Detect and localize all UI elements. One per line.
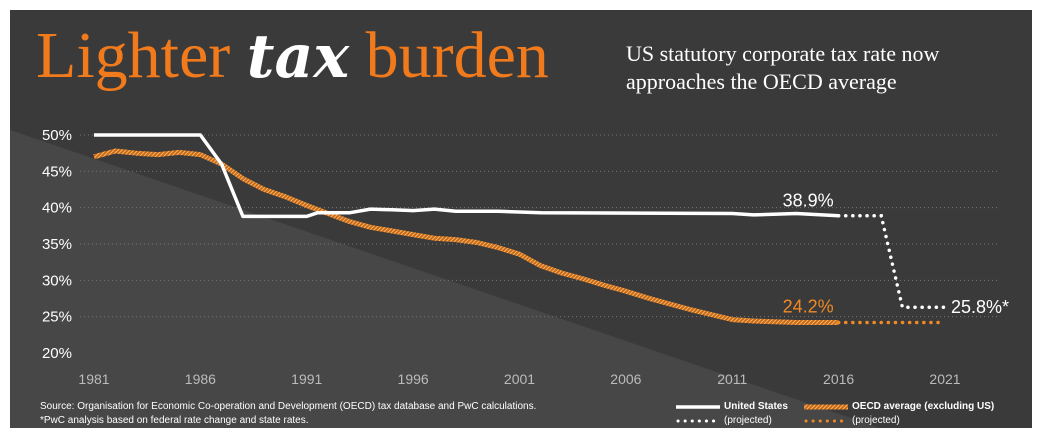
grid [80, 134, 1000, 318]
source-note: Source: Organisation for Economic Co-ope… [40, 401, 537, 412]
x-tick-label: 2016 [823, 371, 854, 387]
annotation-oecd-rate: 24.2% [783, 296, 834, 316]
series-line-us-projected [836, 213, 947, 309]
title-prefix: Lighter [36, 19, 231, 92]
legend-marks [676, 404, 850, 423]
series-line-us [94, 133, 839, 219]
title-emphasis: tax [246, 22, 350, 92]
x-tick-label: 2006 [610, 371, 641, 387]
y-axis: 50% 45% 40% 35% 30% 25% 20% [42, 127, 72, 362]
y-tick-label: 35% [42, 236, 72, 253]
y-tick-label: 25% [42, 309, 72, 326]
series-line-oecd [93, 148, 839, 325]
x-tick-label: 1996 [398, 371, 429, 387]
annotation-projected-rate: 25.8%* [951, 297, 1009, 317]
subtitle: US statutory corporate tax rate now appr… [626, 41, 940, 94]
y-tick-label: 20% [42, 345, 72, 362]
y-tick-label: 50% [42, 127, 72, 144]
x-tick-label: 2001 [504, 371, 535, 387]
annotation-us-rate: 38.9% [783, 191, 834, 211]
background-diagonal [10, 130, 880, 428]
x-tick-label: 1986 [185, 371, 216, 387]
legend-label-oecd: OECD average (excluding US) [852, 401, 995, 412]
x-tick-label: 2011 [717, 371, 747, 387]
title-suffix: burden [365, 19, 549, 92]
legend-label-us: United States [724, 401, 788, 412]
y-tick-label: 45% [42, 163, 72, 180]
x-axis: 1981 1986 1991 1996 2001 2006 2011 2016 2021 [78, 371, 960, 387]
y-tick-label: 30% [42, 272, 72, 289]
x-tick-label: 1991 [291, 371, 322, 387]
x-tick-label: 1981 [78, 371, 109, 387]
y-tick-label: 40% [42, 200, 72, 217]
legend-label-oecd-projected: (projected) [852, 415, 900, 426]
page-title: Lighter tax burden [36, 16, 549, 97]
plot-lines [93, 133, 947, 325]
x-tick-label: 2021 [929, 371, 960, 387]
legend-label-us-projected: (projected) [724, 415, 772, 426]
asterisk-note: *PwC analysis based on federal rate chan… [40, 415, 309, 426]
annotations: 38.9% 24.2% 25.8%* [783, 191, 1009, 318]
